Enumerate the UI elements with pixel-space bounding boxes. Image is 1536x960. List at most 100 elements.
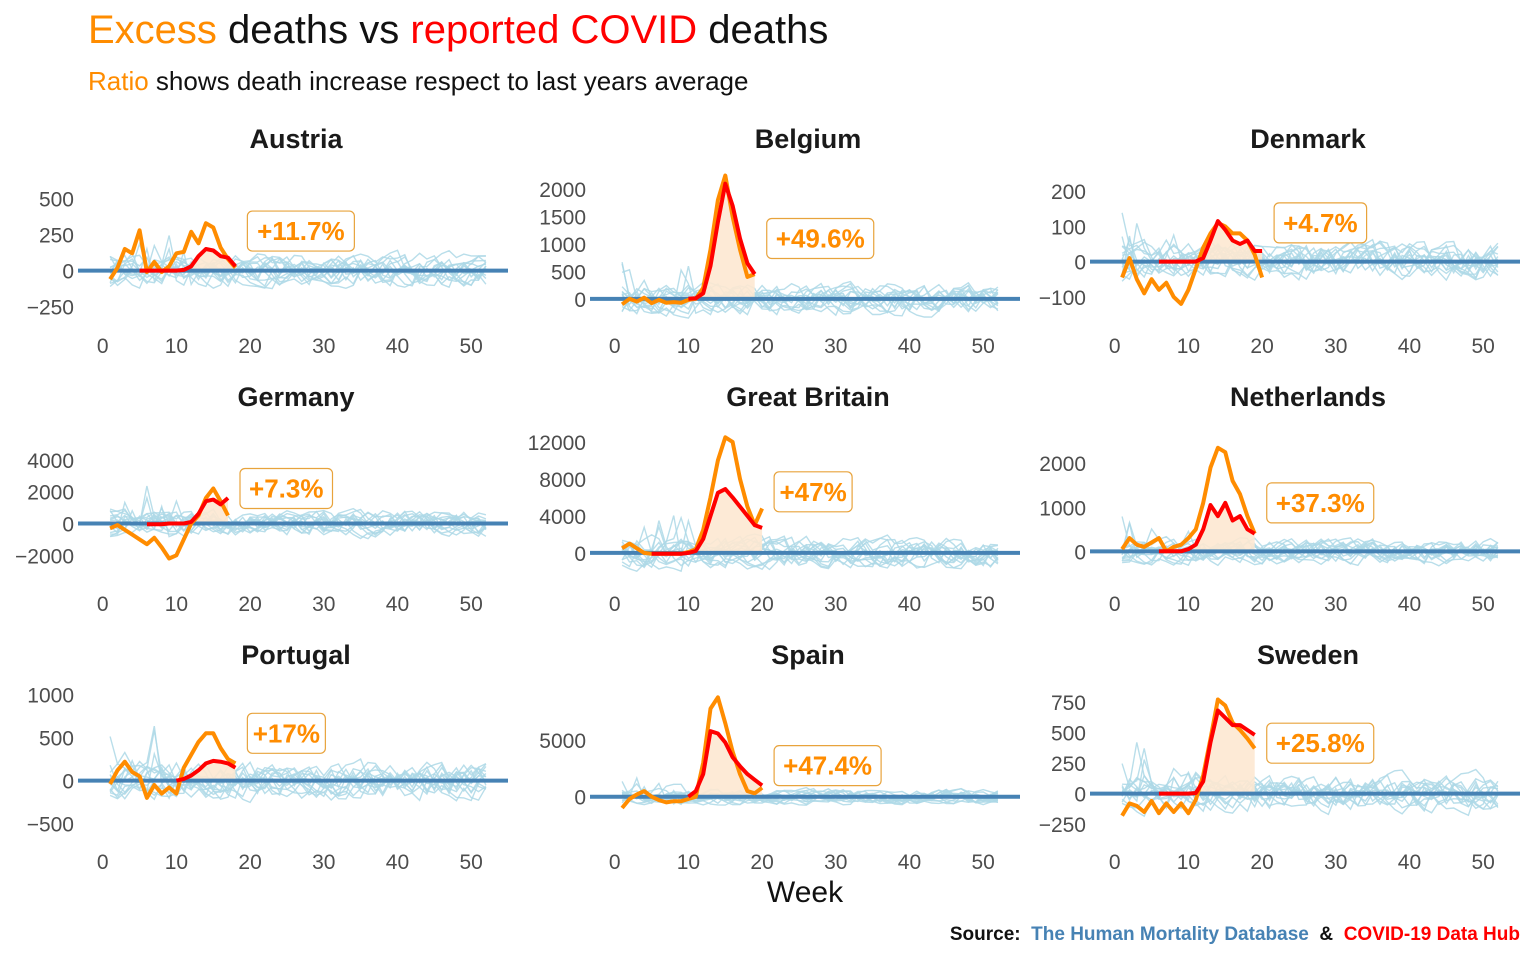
x-tick-label: 0 [97, 851, 109, 874]
covid-deaths-line [146, 496, 230, 527]
ratio-label-box [773, 471, 853, 513]
excess-area [139, 249, 236, 271]
excess-area [688, 183, 755, 299]
x-tick-label: 0 [1109, 851, 1121, 874]
excess-deaths-line [1120, 445, 1257, 554]
history-year-line [109, 254, 487, 283]
title-end: deaths [697, 8, 829, 52]
y-tick-label: −500 [27, 814, 74, 837]
history-year-line [109, 510, 487, 535]
source-covid-hub: COVID-19 Data Hub [1343, 924, 1520, 945]
x-tick-label: 10 [677, 335, 700, 358]
history-year-line [109, 495, 487, 534]
title-excess: Excess [88, 8, 217, 52]
history-year-line [1121, 235, 1499, 275]
x-tick-label: 50 [1471, 593, 1494, 616]
x-tick-label: 20 [1250, 593, 1273, 616]
excess-deaths-line [1120, 220, 1265, 306]
ratio-label: +25.8% [1276, 728, 1365, 758]
x-tick-label: 20 [238, 851, 261, 874]
covid-deaths-line [687, 729, 764, 799]
excess-deaths-line [108, 731, 237, 800]
x-tick-label: 40 [386, 335, 409, 358]
excess-area [1158, 710, 1255, 794]
x-axis-label: Week [766, 876, 844, 909]
excess-area [651, 489, 763, 553]
x-tick-label: 40 [1398, 335, 1421, 358]
x-tick-label: 40 [1398, 851, 1421, 874]
y-tick-label: 500 [39, 728, 74, 751]
y-tick-label: 250 [1051, 753, 1086, 776]
x-tick-label: 40 [1398, 593, 1421, 616]
ratio-label-box [1266, 722, 1375, 764]
y-tick-label: 0 [1074, 784, 1086, 807]
covid-deaths-line [1158, 219, 1263, 264]
history-year-line [621, 282, 999, 315]
x-tick-label: 0 [97, 335, 109, 358]
x-tick-label: 10 [165, 851, 188, 874]
panel-title: Spain [771, 640, 845, 670]
y-tick-label: 200 [1051, 181, 1086, 204]
history-year-line [1121, 240, 1499, 277]
ratio-label: +47.4% [783, 751, 872, 781]
ratio-label: +11.7% [257, 216, 344, 246]
x-tick-label: 20 [750, 593, 773, 616]
subtitle-ratio: Ratio [88, 66, 149, 96]
y-tick-label: 0 [62, 261, 74, 284]
source-caption: Source: The Human Mortality Database & C… [950, 924, 1520, 946]
panel-spain: Spain 0 5000 0 10 20 30 40 50 +47.4% [539, 640, 1020, 874]
ratio-label-box [773, 745, 882, 787]
y-tick-label: 0 [1074, 541, 1086, 564]
panel-title: Sweden [1257, 640, 1359, 670]
chart-subtitle: Ratio shows death increase respect to la… [88, 66, 748, 97]
x-tick-label: 50 [971, 335, 994, 358]
x-tick-label: 30 [1324, 593, 1347, 616]
y-tick-label: 100 [1051, 216, 1086, 239]
y-tick-label: 750 [1051, 692, 1086, 715]
excess-deaths-line [108, 221, 237, 281]
x-tick-label: 30 [824, 593, 847, 616]
x-tick-label: 30 [312, 593, 335, 616]
y-tick-label: 1000 [539, 234, 586, 257]
x-tick-label: 50 [971, 851, 994, 874]
panel-netherlands: Netherlands 0 1000 2000 0 10 20 30 40 50 +37.3% [1039, 382, 1520, 616]
panel-austria: Austria −250 0 250 500 0 10 20 30 40 50 +11.7% [27, 124, 508, 358]
panel-title: Denmark [1250, 124, 1367, 154]
history-year-line [109, 758, 487, 798]
x-tick-label: 20 [1250, 851, 1273, 874]
ratio-label: +37.3% [1276, 488, 1365, 518]
x-tick-label: 0 [1109, 593, 1121, 616]
source-hmd: The Human Mortality Database [1031, 924, 1309, 945]
x-tick-label: 0 [1109, 335, 1121, 358]
title-covid: reported COVID [410, 8, 698, 52]
ratio-label: +47% [779, 477, 846, 507]
y-tick-label: 0 [62, 513, 74, 536]
y-tick-label: −2000 [15, 545, 74, 568]
chart-title: Excess deaths vs reported COVID deaths [88, 8, 828, 53]
title-mid: deaths vs [216, 8, 411, 52]
history-year-line [1121, 238, 1499, 282]
y-tick-label: 500 [39, 189, 74, 212]
ratio-label-box [766, 217, 875, 260]
x-tick-label: 0 [609, 851, 621, 874]
y-tick-label: 1500 [539, 207, 586, 230]
y-tick-label: 0 [574, 787, 586, 810]
x-tick-label: 0 [97, 593, 109, 616]
y-tick-label: 500 [551, 261, 586, 284]
ratio-label: +49.6% [776, 224, 865, 254]
y-tick-label: 5000 [539, 730, 586, 753]
excess-deaths-line [620, 695, 764, 810]
y-tick-label: 4000 [27, 450, 74, 473]
ratio-label: +4.7% [1283, 208, 1357, 238]
x-tick-label: 40 [386, 851, 409, 874]
excess-deaths-line [109, 486, 230, 561]
y-tick-label: 1000 [1039, 497, 1086, 520]
y-tick-label: −250 [1039, 814, 1086, 837]
x-tick-label: 10 [165, 593, 188, 616]
x-tick-label: 10 [1177, 335, 1200, 358]
x-tick-label: 10 [1177, 593, 1200, 616]
panel-portugal: Portugal −500 0 500 1000 0 10 20 30 40 50 +17% [27, 640, 508, 874]
panel-title: Belgium [755, 124, 862, 154]
x-tick-label: 20 [1250, 335, 1273, 358]
